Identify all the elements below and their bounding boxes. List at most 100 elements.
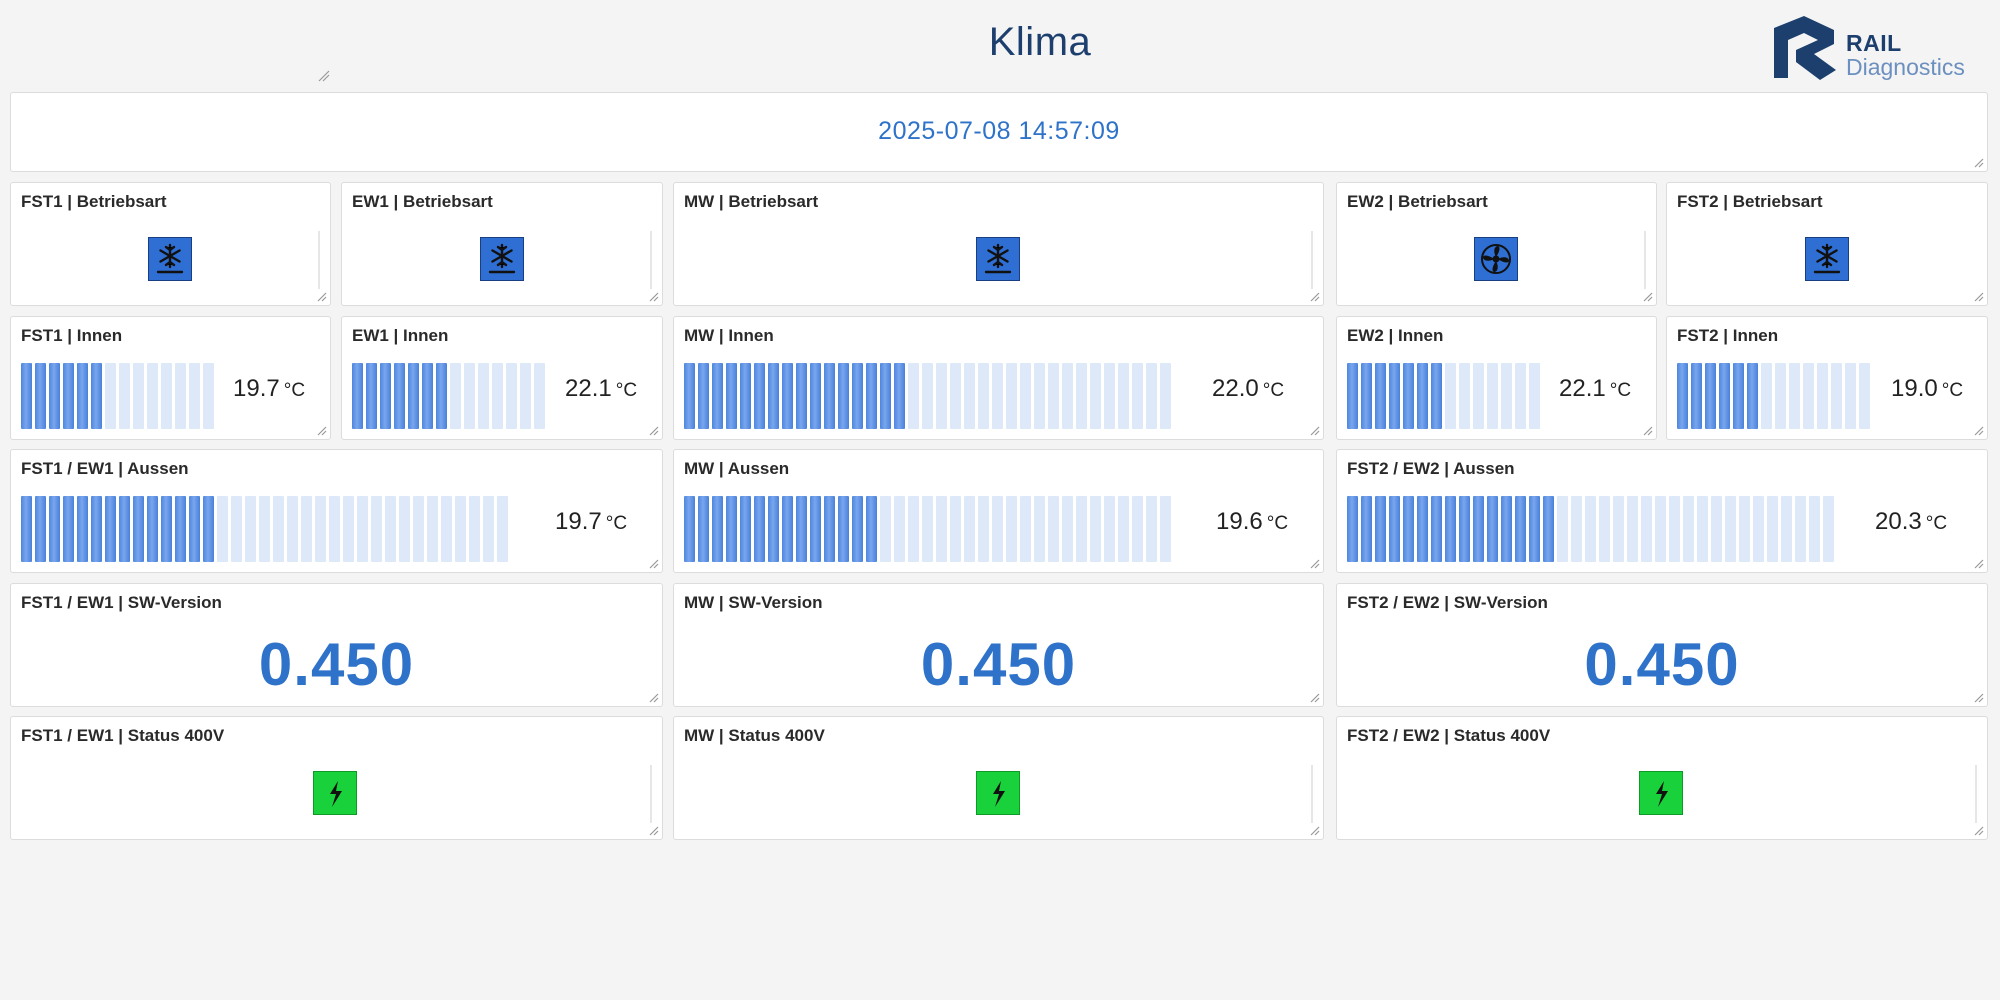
page-title: Klima xyxy=(988,20,1092,64)
gauge-segment-filled xyxy=(380,363,391,429)
scrollbar[interactable] xyxy=(650,765,652,823)
scrollbar[interactable] xyxy=(1311,765,1313,823)
panel-title: EW2 | Innen xyxy=(1347,326,1444,345)
temperature-unit: °C xyxy=(605,513,628,534)
gauge-segment-empty xyxy=(1845,363,1856,429)
bar-gauge xyxy=(1677,363,1873,429)
resize-handle-icon[interactable] xyxy=(1974,158,1984,168)
gauge-segment-empty xyxy=(464,363,475,429)
lightning-icon xyxy=(1639,771,1683,815)
gauge-segment-empty xyxy=(1515,363,1526,429)
resize-handle-icon[interactable] xyxy=(318,70,330,82)
resize-handle-icon[interactable] xyxy=(1974,426,1984,436)
snowflake-icon xyxy=(1805,237,1849,281)
resize-handle-icon[interactable] xyxy=(649,693,659,703)
resize-handle-icon[interactable] xyxy=(1310,559,1320,569)
resize-handle-icon[interactable] xyxy=(1643,426,1653,436)
panel-fst2-ew2-status-400v: FST2 / EW2 | Status 400V xyxy=(1336,716,1988,840)
timestamp-value: 2025-07-08 14:57:09 xyxy=(878,117,1120,145)
gauge-segment-empty xyxy=(1062,363,1073,429)
gauge-segment-empty xyxy=(1473,363,1484,429)
scrollbar[interactable] xyxy=(1311,231,1313,289)
gauge-segment-filled xyxy=(894,363,905,429)
panel-title: FST1 / EW1 | Aussen xyxy=(21,459,189,478)
resize-handle-icon[interactable] xyxy=(1310,693,1320,703)
resize-handle-icon[interactable] xyxy=(1974,292,1984,302)
panel-ew1-innen: EW1 | Innen 22.1 °C xyxy=(341,316,663,440)
panel-ew2-innen: EW2 | Innen 22.1 °C xyxy=(1336,316,1657,440)
gauge-segment-filled xyxy=(1375,363,1386,429)
gauge-segment-filled xyxy=(810,496,821,562)
resize-handle-icon[interactable] xyxy=(1310,426,1320,436)
gauge-segment-filled xyxy=(366,363,377,429)
scrollbar[interactable] xyxy=(1644,231,1646,289)
gauge-segment-empty xyxy=(231,496,242,562)
scrollbar[interactable] xyxy=(1975,765,1977,823)
gauge-segment-empty xyxy=(1160,496,1171,562)
panel-title: MW | Betriebsart xyxy=(684,192,819,211)
gauge-segment-filled xyxy=(189,496,200,562)
gauge-segment-empty xyxy=(273,496,284,562)
resize-handle-icon[interactable] xyxy=(649,826,659,836)
bar-gauge xyxy=(21,363,217,429)
resize-handle-icon[interactable] xyxy=(1310,826,1320,836)
resize-handle-icon[interactable] xyxy=(1974,559,1984,569)
gauge-segment-empty xyxy=(1789,363,1800,429)
timestamp-panel: 2025-07-08 14:57:09 xyxy=(10,92,1988,172)
scrollbar[interactable] xyxy=(650,231,652,289)
gauge-segment-filled xyxy=(1375,496,1386,562)
gauge-segment-empty xyxy=(1020,363,1031,429)
resize-handle-icon[interactable] xyxy=(1643,292,1653,302)
gauge-segment-filled xyxy=(49,496,60,562)
gauge-segment-empty xyxy=(506,363,517,429)
temperature-value: 20.3 xyxy=(1875,508,1922,535)
gauge-segment-filled xyxy=(1403,363,1414,429)
gauge-segment-filled xyxy=(1529,496,1540,562)
lightning-icon xyxy=(976,771,1020,815)
resize-handle-icon[interactable] xyxy=(1974,826,1984,836)
gauge-segment-empty xyxy=(1655,496,1666,562)
gauge-segment-empty xyxy=(936,363,947,429)
scrollbar[interactable] xyxy=(318,231,320,289)
gauge-segment-filled xyxy=(422,363,433,429)
resize-handle-icon[interactable] xyxy=(649,559,659,569)
snowflake-icon xyxy=(976,237,1020,281)
gauge-segment-empty xyxy=(385,496,396,562)
gauge-segment-empty xyxy=(147,363,158,429)
panel-fst1-ew1-aussen: FST1 / EW1 | Aussen 19.7 °C xyxy=(10,449,663,573)
gauge-segment-filled xyxy=(866,496,877,562)
temperature-reading: 19.6 °C xyxy=(1216,508,1288,536)
gauge-segment-empty xyxy=(315,496,326,562)
bar-gauge xyxy=(352,363,548,429)
gauge-segment-filled xyxy=(105,496,116,562)
gauge-segment-empty xyxy=(1641,496,1652,562)
gauge-segment-filled xyxy=(1361,363,1372,429)
gauge-segment-empty xyxy=(992,496,1003,562)
resize-handle-icon[interactable] xyxy=(649,426,659,436)
resize-handle-icon[interactable] xyxy=(1310,292,1320,302)
gauge-segment-filled xyxy=(91,496,102,562)
gauge-segment-filled xyxy=(1459,496,1470,562)
gauge-segment-empty xyxy=(908,363,919,429)
gauge-segment-filled xyxy=(768,496,779,562)
temperature-value: 22.0 xyxy=(1212,375,1259,402)
gauge-segment-empty xyxy=(1529,363,1540,429)
gauge-segment-empty xyxy=(1104,496,1115,562)
gauge-segment-filled xyxy=(782,363,793,429)
gauge-segment-filled xyxy=(1347,363,1358,429)
gauge-segment-filled xyxy=(77,363,88,429)
temperature-unit: °C xyxy=(1262,380,1285,401)
gauge-segment-filled xyxy=(838,496,849,562)
resize-handle-icon[interactable] xyxy=(317,426,327,436)
gauge-segment-empty xyxy=(1020,496,1031,562)
resize-handle-icon[interactable] xyxy=(649,292,659,302)
gauge-segment-filled xyxy=(1473,496,1484,562)
gauge-segment-filled xyxy=(133,496,144,562)
gauge-segment-empty xyxy=(1859,363,1870,429)
gauge-segment-empty xyxy=(357,496,368,562)
gauge-segment-filled xyxy=(698,363,709,429)
resize-handle-icon[interactable] xyxy=(317,292,327,302)
panel-title: FST1 | Betriebsart xyxy=(21,192,167,211)
resize-handle-icon[interactable] xyxy=(1974,693,1984,703)
gauge-segment-empty xyxy=(964,363,975,429)
